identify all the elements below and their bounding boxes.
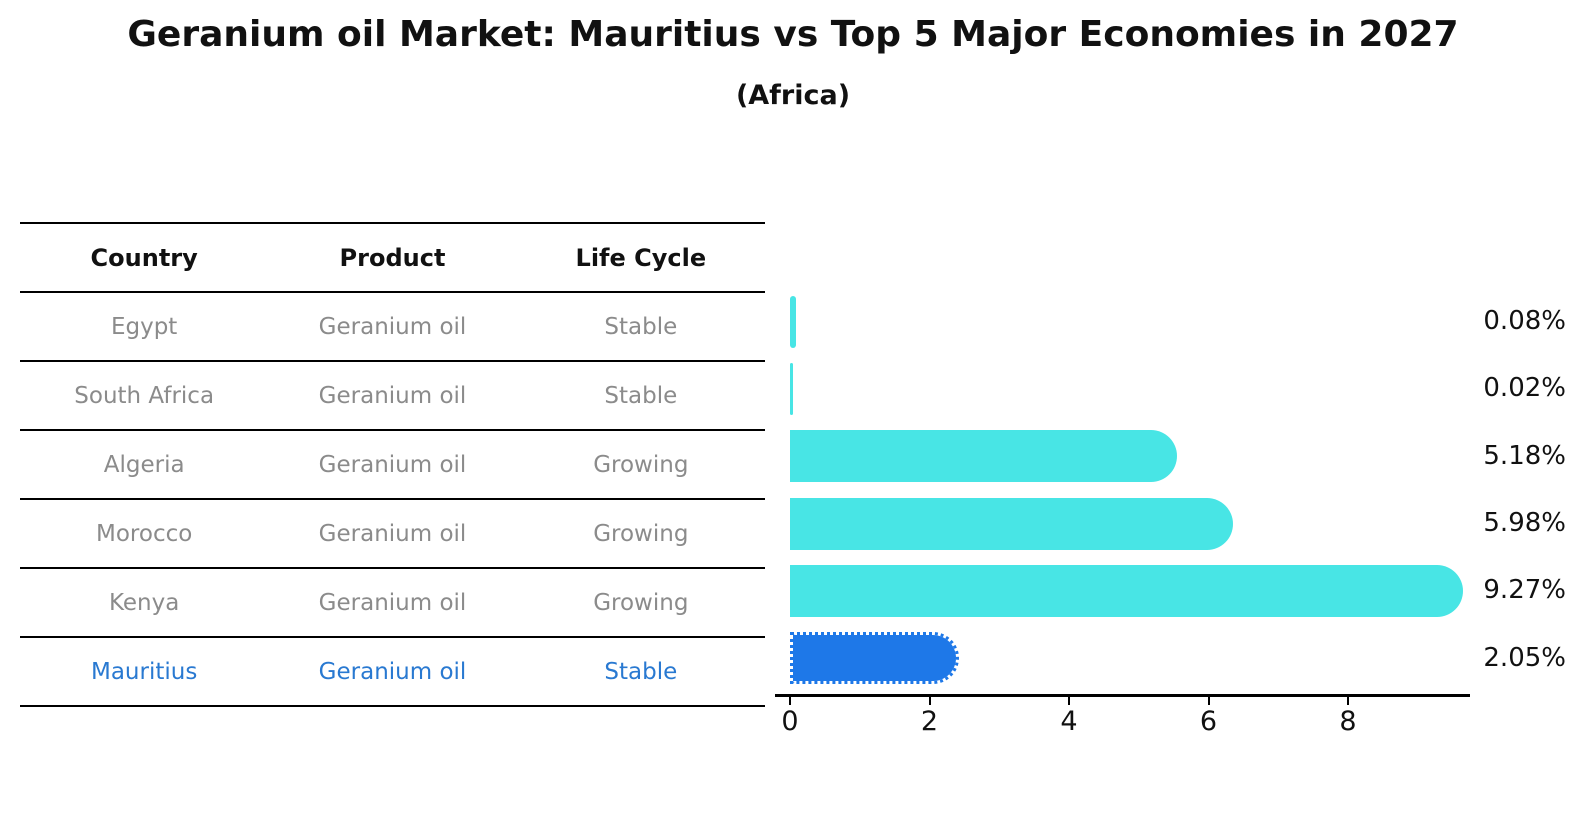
table-row-morocco: Morocco Geranium oil Growing: [20, 499, 765, 568]
cell-product: Geranium oil: [318, 313, 467, 340]
cell-lifecycle: Stable: [604, 313, 678, 340]
cell-product: Geranium oil: [318, 658, 467, 685]
table-row-egypt: Egypt Geranium oil Stable: [20, 292, 765, 361]
cell-country: Kenya: [108, 589, 180, 616]
table-header-row: Country Product Life Cycle: [20, 223, 765, 292]
col-header-country: Country: [90, 243, 198, 272]
cell-lifecycle: Stable: [604, 658, 678, 685]
value-label-egypt: 0.08%: [1483, 306, 1566, 336]
table-header: Country Product Life Cycle: [20, 223, 765, 292]
bar-algeria: [790, 430, 1178, 483]
value-label-algeria: 5.18%: [1483, 440, 1566, 471]
table-row-mauritius: Mauritius Geranium oil Stable: [20, 637, 765, 706]
x-tick-label-8: 8: [1339, 706, 1357, 737]
bar-plot-area: [775, 288, 1486, 692]
cell-lifecycle: Growing: [593, 589, 689, 616]
cell-product: Geranium oil: [318, 520, 467, 547]
bar-mauritius: [790, 632, 959, 685]
cell-country: Morocco: [96, 520, 193, 547]
x-tick-label-6: 6: [1199, 706, 1218, 737]
value-label-kenya: 9.27%: [1483, 575, 1566, 606]
cell-product: Geranium oil: [318, 382, 467, 409]
x-tick-4: [1068, 697, 1070, 705]
x-tick-8: [1347, 697, 1349, 705]
table-row-kenya: Kenya Geranium oil Growing: [20, 568, 765, 637]
value-label-morocco: 5.98%: [1483, 508, 1566, 538]
cell-country: Mauritius: [90, 658, 198, 685]
cell-lifecycle: Growing: [593, 520, 689, 547]
cell-lifecycle: Stable: [604, 382, 678, 409]
value-label-south-africa: 0.02%: [1483, 373, 1566, 404]
value-label-mauritius: 2.05%: [1483, 642, 1566, 673]
x-tick-label-2: 2: [920, 706, 939, 737]
x-tick-6: [1207, 697, 1210, 705]
bar-morocco: [790, 497, 1234, 550]
bar-south-africa: [790, 363, 793, 415]
x-tick-label-0: 0: [781, 706, 799, 737]
col-header-product: Product: [339, 243, 446, 272]
cell-country: South Africa: [74, 382, 215, 409]
table-row-algeria: Algeria Geranium oil Growing: [20, 430, 765, 499]
chart-title: Geranium oil Market: Mauritius vs Top 5 …: [127, 14, 1459, 55]
cell-country: Algeria: [103, 451, 185, 478]
x-tick-2: [928, 697, 931, 705]
x-tick-0: [789, 697, 791, 705]
bar-egypt: [790, 295, 796, 348]
chart-subtitle: (Africa): [735, 80, 851, 111]
cell-country: Egypt: [110, 313, 178, 340]
table-body: Egypt Geranium oil Stable South Africa Geran…: [20, 292, 765, 706]
cell-product: Geranium oil: [318, 451, 467, 478]
cell-lifecycle: Growing: [593, 451, 689, 478]
country-table: Country Product Life Cycle Egypt Geranium…: [20, 222, 765, 707]
table-row-south-africa: South Africa Geranium oil Stable: [20, 361, 765, 430]
col-header-lifecycle: Life Cycle: [575, 243, 707, 272]
bar-kenya: [790, 565, 1463, 617]
cell-product: Geranium oil: [318, 589, 467, 616]
x-axis-line: [775, 694, 1470, 697]
x-tick-label-4: 4: [1060, 706, 1078, 737]
